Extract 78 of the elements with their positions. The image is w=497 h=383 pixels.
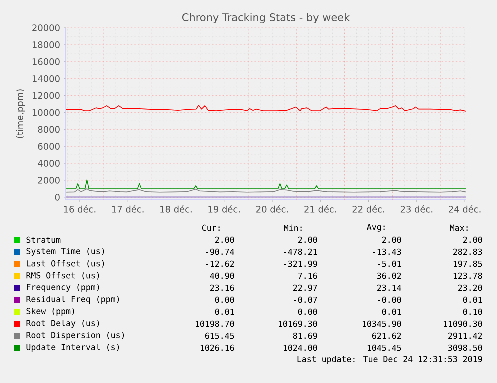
legend-label: Residual Freq (ppm) <box>26 296 120 304</box>
legend-label: Update Interval (s) <box>26 344 120 352</box>
text: 22.97 <box>294 284 318 292</box>
text: Last update: Tue Dec 24 12:31:53 2019 <box>298 356 482 364</box>
legend-label: Root Delay (us) <box>26 320 100 328</box>
y-tick-label: 0 <box>55 194 60 201</box>
x-tick-label: 16 déc. <box>64 206 96 213</box>
text: -12.62 <box>206 260 234 268</box>
y-tick-label: 16000 <box>32 58 60 66</box>
text: 0.10 <box>463 308 482 316</box>
text: 2911.42 <box>448 332 482 340</box>
text: 1024.00 <box>284 344 318 352</box>
y-tick-label: 20000 <box>32 24 60 32</box>
text: 2.00 <box>464 236 482 244</box>
y-tick-label: 12000 <box>32 92 60 100</box>
text: 2.00 <box>382 236 402 244</box>
text: 197.85 <box>454 260 482 268</box>
text: 81.69 <box>293 332 318 340</box>
text: Avg: <box>367 224 385 232</box>
text: 0.01 <box>215 308 234 316</box>
legend-label: RMS Offset (us) <box>26 272 100 280</box>
y-tick-label: 6000 <box>38 143 60 150</box>
y-tick-label: 10000 <box>32 109 60 116</box>
text: -0.00 <box>378 296 402 304</box>
text: 23.20 <box>458 284 482 292</box>
x-tick-label: 19 déc. <box>208 206 240 213</box>
text: -90.74 <box>206 248 234 256</box>
chart-title: Chrony Tracking Stats - by week <box>182 13 350 24</box>
text: -5.01 <box>378 260 402 268</box>
text: -13.43 <box>373 248 402 256</box>
text: 23.16 <box>210 284 234 292</box>
legend-label: Frequency (ppm) <box>27 284 100 292</box>
text: 7.16 <box>298 272 318 280</box>
text: 23.14 <box>378 284 402 292</box>
x-tick-label: 17 déc. <box>112 206 144 213</box>
y-tick-label: 14000 <box>32 75 60 82</box>
legend-label: Last Offset (us) <box>27 260 104 268</box>
text: -0.07 <box>294 296 318 304</box>
x-tick-label: 24 déc. <box>449 206 481 213</box>
y-axis-title: (time,ppm) <box>16 90 26 138</box>
x-tick-label: 18 déc. <box>160 206 192 213</box>
text: -478.21 <box>284 248 318 256</box>
text: 123.78 <box>454 272 482 280</box>
text: Min: <box>284 224 302 232</box>
text: 615.45 <box>205 332 234 340</box>
text: 0.00 <box>215 296 234 304</box>
text: 0.01 <box>382 308 402 316</box>
y-tick-label: 2000 <box>38 177 60 184</box>
text: 621.62 <box>372 332 402 340</box>
legend-label: Stratum <box>26 236 61 244</box>
text: Max: <box>450 224 468 232</box>
text: 2.00 <box>216 236 234 244</box>
text: 36.02 <box>377 272 402 280</box>
legend-label: Root Dispersion (us) <box>26 332 124 340</box>
x-tick-label: 21 déc. <box>304 206 336 213</box>
text: 40.90 <box>210 272 234 280</box>
text: 11090.30 <box>444 320 482 328</box>
text: -321.99 <box>284 260 318 268</box>
text: 2.00 <box>298 236 318 244</box>
x-tick-label: 22 déc. <box>352 206 384 213</box>
line-series <box>66 180 466 190</box>
text: Cur: <box>202 224 220 232</box>
text: 1026.16 <box>200 344 234 352</box>
text: 0.00 <box>298 308 318 316</box>
legend-label: Skew (ppm) <box>26 308 74 316</box>
x-tick-label: 23 déc. <box>400 206 433 213</box>
y-tick-label: 18000 <box>32 42 60 48</box>
text: 1045.45 <box>368 344 402 352</box>
text: 10198.70 <box>196 320 234 328</box>
y-tick-label: 4000 <box>38 160 60 167</box>
legend-label: System Time (us) <box>26 248 104 256</box>
x-tick-label: 20 déc. <box>256 206 288 213</box>
y-tick-label: 8000 <box>38 126 60 134</box>
text: 0.01 <box>463 296 482 304</box>
text: 10169.30 <box>278 320 318 328</box>
text: 3098.50 <box>448 344 482 352</box>
text: 282.83 <box>454 248 482 256</box>
text: 10345.90 <box>362 320 402 328</box>
